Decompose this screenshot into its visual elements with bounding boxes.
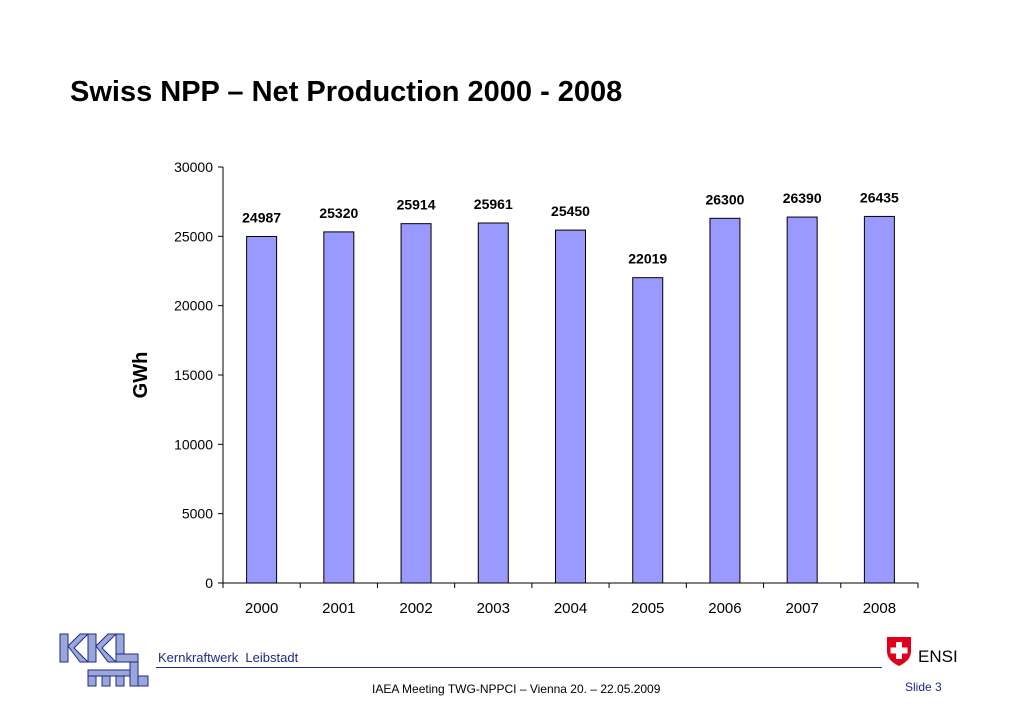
y-tick-label: 25000 — [174, 228, 213, 244]
x-tick-label: 2008 — [863, 600, 896, 617]
bar-2007 — [786, 216, 818, 584]
y-tick-label: 15000 — [174, 367, 213, 383]
footer-company-name: Kernkraftwerk Leibstadt — [158, 650, 299, 665]
ensi-label: ENSI — [918, 647, 958, 666]
footer-meeting-info: IAEA Meeting TWG-NPPCI – Vienna 20. – 22… — [372, 682, 661, 696]
x-tick-label: 2007 — [785, 600, 818, 617]
x-tick-label: 2004 — [554, 600, 587, 617]
bar-2006 — [709, 217, 741, 584]
slide-title: Swiss NPP – Net Production 2000 - 2008 — [70, 76, 623, 108]
bar-2001 — [323, 231, 355, 584]
slide-number: Slide 3 — [905, 680, 942, 694]
bar-chart: 0 5000 10000 15000 20000 25000 30000 GWh 2000 249… — [130, 159, 919, 617]
y-tick-label: 10000 — [174, 436, 213, 452]
bar-2000 — [246, 236, 278, 584]
x-tick-label: 2002 — [399, 600, 432, 617]
bar-2005 — [632, 277, 664, 584]
bar-2004 — [555, 229, 586, 584]
data-label: 22019 — [628, 251, 667, 267]
data-label: 25914 — [397, 197, 436, 213]
swiss-cross-icon — [887, 637, 911, 666]
data-label: 26435 — [860, 189, 899, 205]
y-tick-label: 0 — [205, 575, 213, 591]
y-axis-title: GWh — [130, 352, 152, 399]
data-label: 25450 — [551, 203, 590, 219]
bar-2008 — [863, 215, 895, 584]
data-label: 24987 — [242, 210, 281, 226]
y-tick-label: 20000 — [174, 298, 213, 314]
data-label: 26390 — [783, 190, 822, 206]
footer-divider — [156, 667, 882, 668]
y-tick-label: 5000 — [182, 506, 213, 522]
data-label: 25961 — [474, 196, 513, 212]
bar-2003 — [477, 222, 509, 584]
bar-2002 — [400, 223, 432, 584]
x-tick-label: 2001 — [322, 600, 355, 617]
data-label: 26300 — [705, 191, 744, 207]
x-tick-label: 2005 — [631, 600, 664, 617]
data-label: 25320 — [319, 205, 358, 221]
kkl-logo — [59, 633, 149, 687]
x-tick-label: 2006 — [708, 600, 741, 617]
x-tick-label: 2003 — [477, 600, 510, 617]
x-tick-label: 2000 — [245, 600, 278, 617]
y-tick-label: 30000 — [174, 159, 213, 175]
